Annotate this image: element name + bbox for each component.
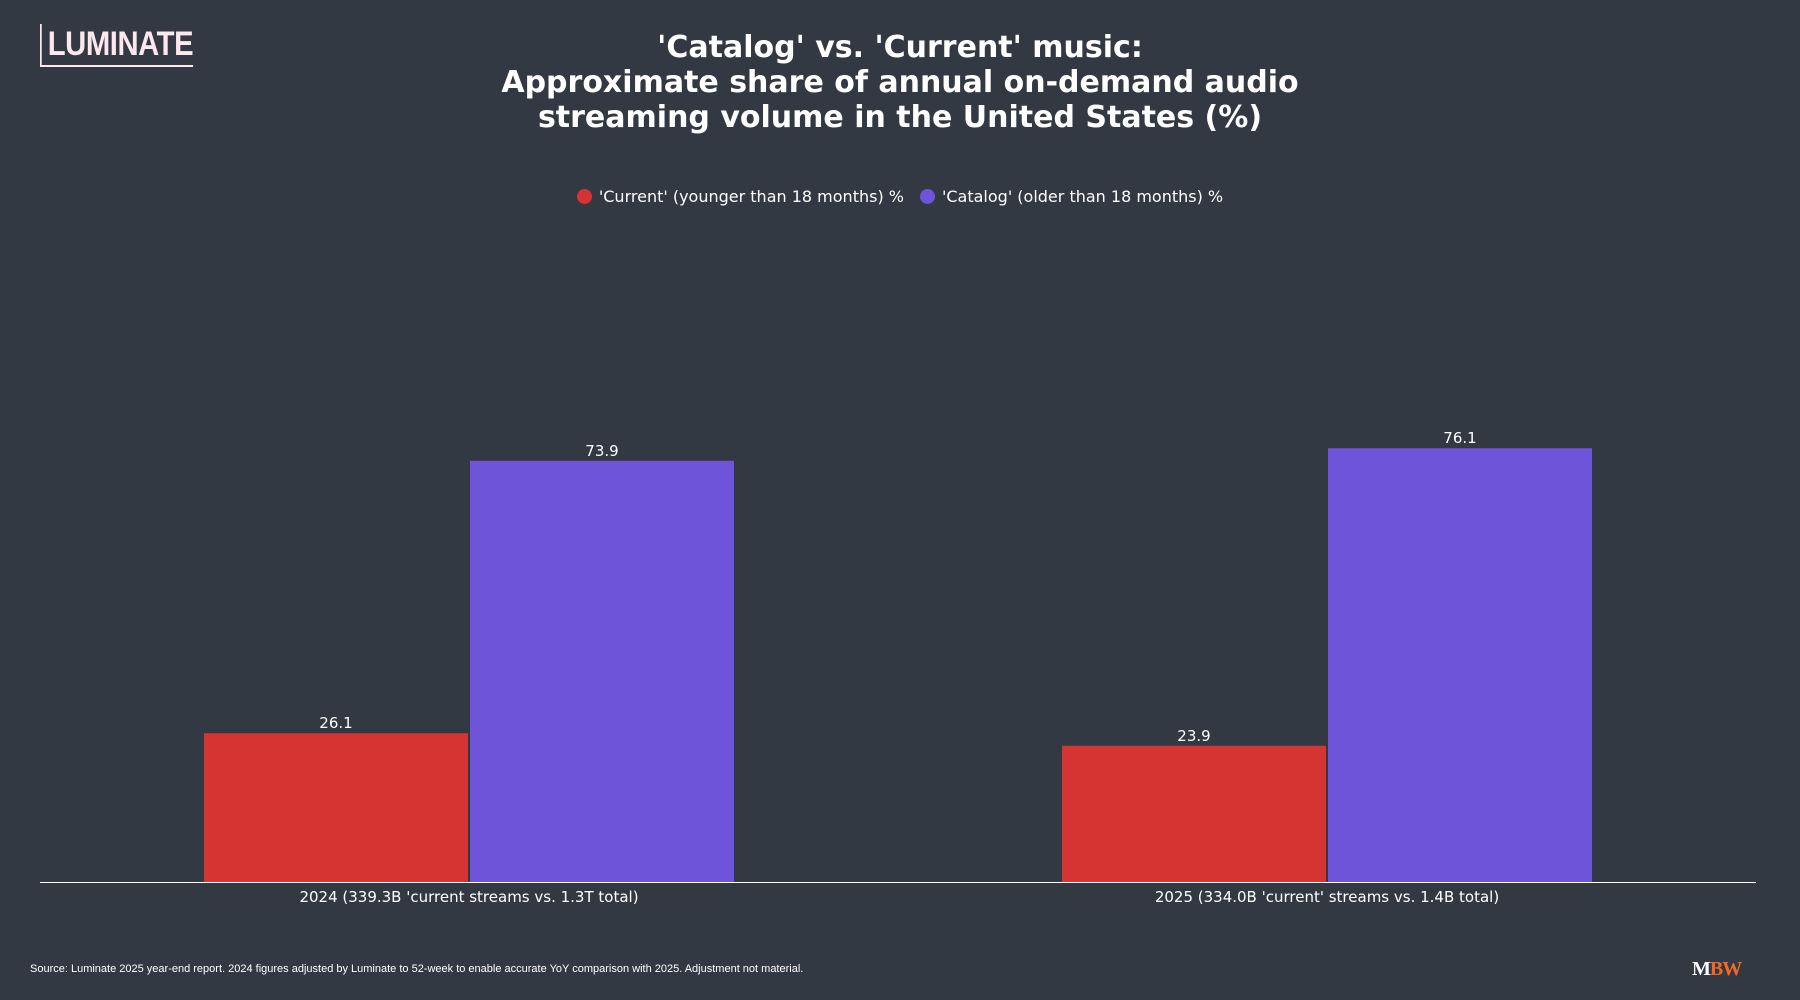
chart-title-line-2: Approximate share of annual on-demand au…	[501, 65, 1299, 100]
x-tick-label-0: 2024 (339.3B 'current streams vs. 1.3T t…	[299, 888, 638, 906]
legend-item-catalog[interactable]: 'Catalog' (older than 18 months) %	[919, 187, 1224, 206]
data-label-current-1: 23.9	[1177, 727, 1210, 745]
legend-label-current: 'Current' (younger than 18 months) %	[598, 187, 904, 206]
mbw-logo-bw: BW	[1709, 958, 1742, 980]
chart-title-line-3: streaming volume in the United States (%…	[537, 100, 1263, 135]
mbw-logo: MBW	[1692, 958, 1742, 981]
data-label-catalog-0: 73.9	[585, 442, 618, 460]
x-tick-labels: 2024 (339.3B 'current streams vs. 1.3T t…	[299, 888, 1499, 906]
bar-catalog-1[interactable]	[1328, 448, 1592, 882]
bar-current-0[interactable]	[204, 733, 468, 882]
chart-title-line-1: 'Catalog' vs. 'Current' music:	[657, 30, 1143, 65]
bars-group: 26.1 73.9 23.9 76.1	[204, 429, 1592, 882]
legend-swatch-current	[576, 189, 592, 204]
legend-item-current[interactable]: 'Current' (younger than 18 months) %	[576, 187, 904, 206]
bar-current-1[interactable]	[1062, 745, 1326, 882]
chart-title: 'Catalog' vs. 'Current' music: Approxima…	[300, 30, 1500, 135]
data-label-catalog-1: 76.1	[1443, 429, 1476, 447]
legend-label-catalog: 'Catalog' (older than 18 months) %	[941, 187, 1224, 206]
luminate-logo: LUMINATE	[40, 24, 194, 67]
x-tick-label-1: 2025 (334.0B 'current' streams vs. 1.4B …	[1155, 888, 1499, 906]
data-label-current-0: 26.1	[319, 714, 352, 732]
mbw-logo-m: M	[1692, 958, 1711, 980]
bar-catalog-0[interactable]	[470, 460, 734, 882]
source-note: Source: Luminate 2025 year-end report. 2…	[30, 963, 804, 975]
chart-legend: 'Current' (younger than 18 months) % 'Ca…	[0, 187, 1800, 206]
legend-swatch-catalog	[919, 189, 935, 204]
